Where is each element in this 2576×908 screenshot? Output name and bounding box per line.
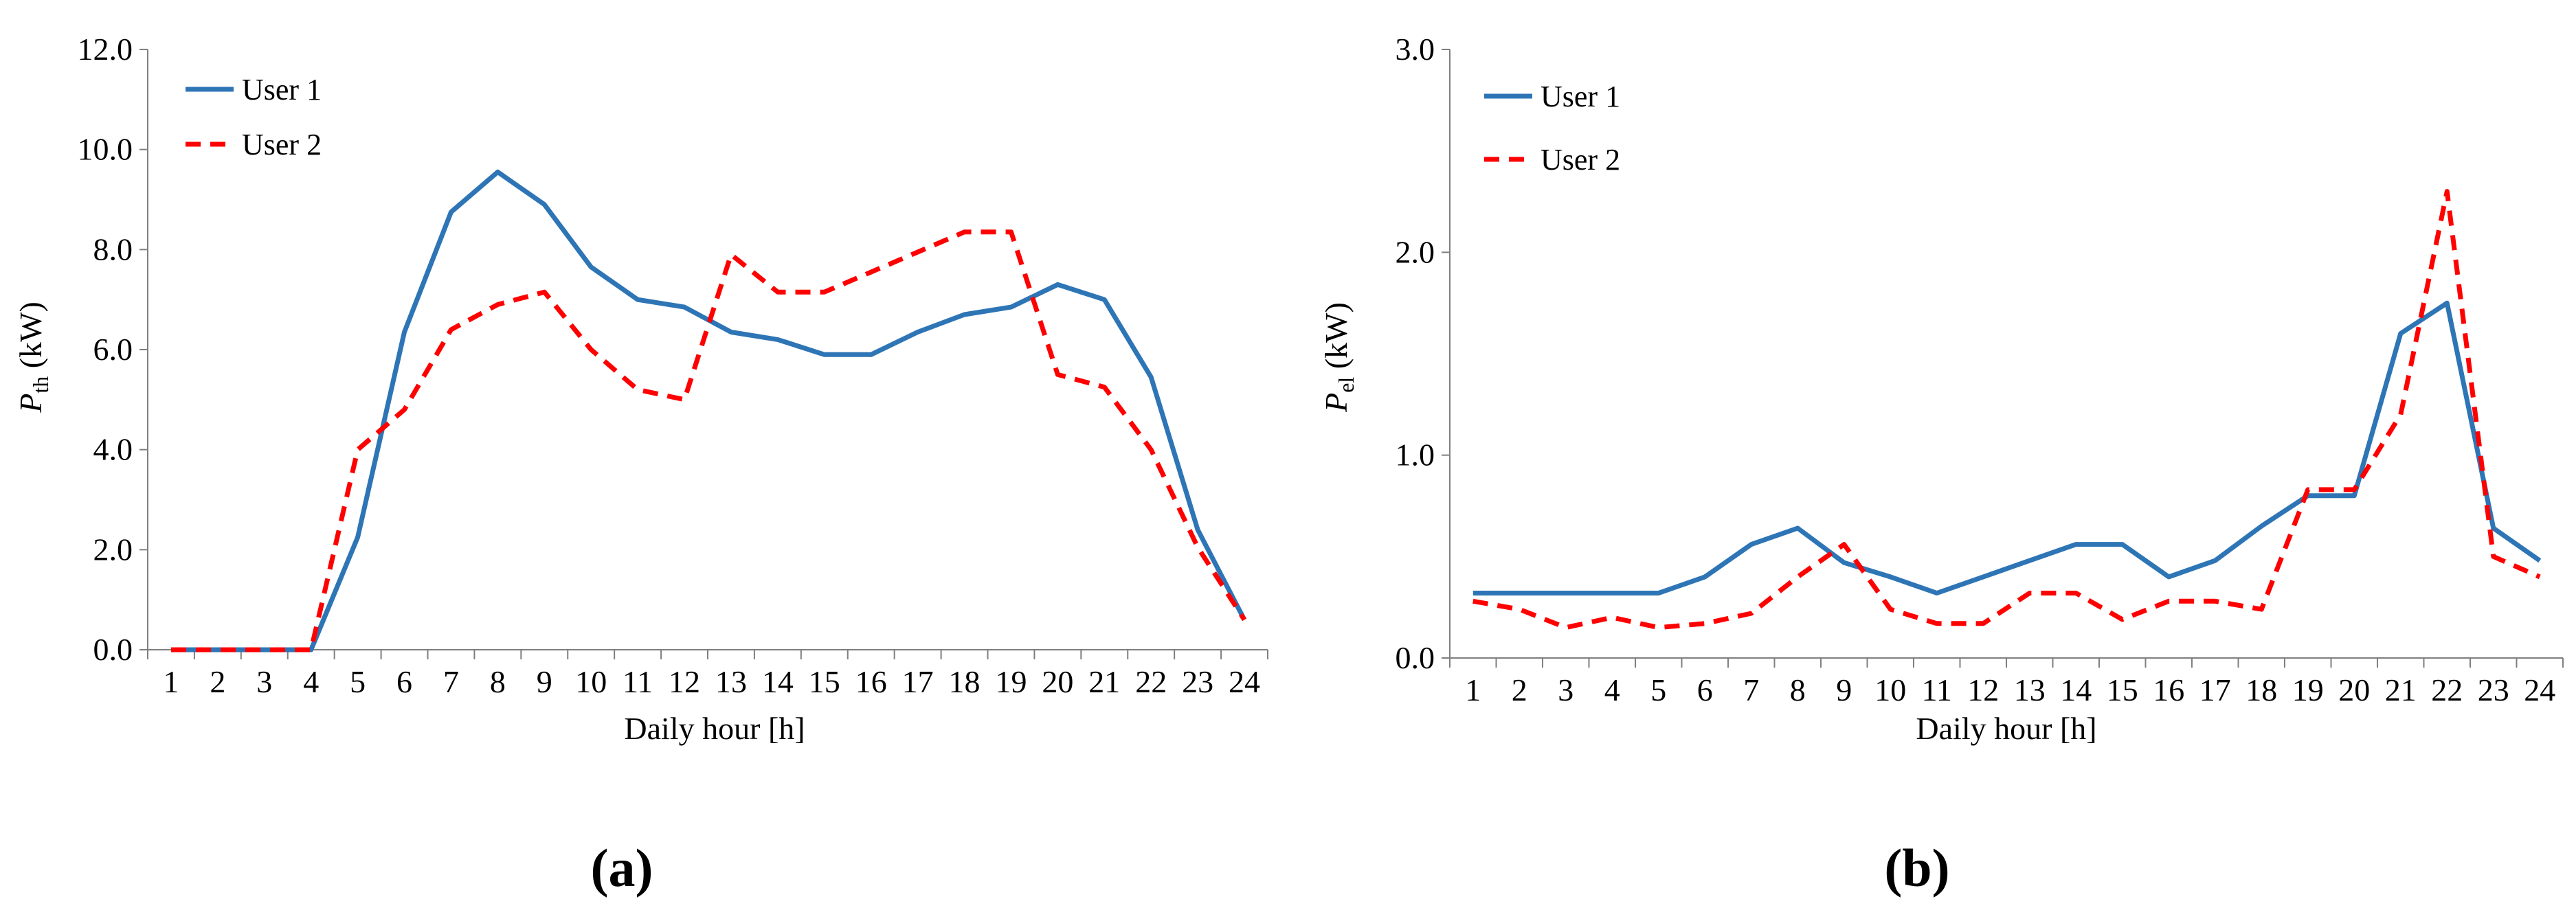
panel-label-b: (b) xyxy=(1884,838,1949,898)
chart-a-ylabel-unit: (kW) xyxy=(13,302,48,376)
panel-label-a: (a) xyxy=(591,838,653,898)
chart-b-x-tick-label: 18 xyxy=(2245,672,2277,707)
chart-a-series-user2-line xyxy=(171,229,1246,652)
chart-b-x-tick-label: 9 xyxy=(1836,672,1852,707)
chart-a-y-tick-label: 0.0 xyxy=(93,632,133,667)
chart-a-x-tick-label: 9 xyxy=(537,664,552,699)
chart-b-plot: 0.01.02.03.01 2 3 4 5 6 7 8 9 10 11 12 13 14 15 16 17 18 1… xyxy=(1396,32,2564,707)
chart-b-legend-label-user1: User 1 xyxy=(1541,80,1620,113)
chart-b-x-tick-label: 2 xyxy=(1512,672,1527,707)
chart-b-x-tick-label: 16 xyxy=(2153,672,2184,707)
chart-b-x-tick-label: 8 xyxy=(1790,672,1806,707)
chart-a-y-tick-label: 8.0 xyxy=(93,231,133,266)
chart-a-x-tick-label: 22 xyxy=(1135,664,1167,699)
chart-a-legend-label-user1: User 1 xyxy=(242,73,322,106)
chart-b-x-tick-label: 15 xyxy=(2107,672,2138,707)
chart-a-x-tick-label: 21 xyxy=(1088,664,1120,699)
chart-a-x-tick-label: 11 xyxy=(623,664,653,699)
chart-b-x-tick-label: 4 xyxy=(1604,672,1620,707)
chart-a-x-tick-label: 1 xyxy=(163,664,179,699)
chart-a-ylabel: Pth (kW) xyxy=(13,302,53,413)
chart-a-x-tick-label: 8 xyxy=(490,664,506,699)
chart-b-y-tick-label: 0.0 xyxy=(1396,640,1435,675)
chart-a-x-tick-label: 2 xyxy=(210,664,225,699)
chart-b-x-tick-label: 23 xyxy=(2478,672,2509,707)
chart-b-x-tick-label: 13 xyxy=(2014,672,2046,707)
chart-b-series-user1-line xyxy=(1472,300,2542,595)
chart-a-y-tick-label: 2.0 xyxy=(93,532,133,567)
chart-b-legend-label-user2: User 2 xyxy=(1541,143,1620,177)
chart-a-ylabel-sub: th xyxy=(28,376,53,394)
chart-b-x-tick-label: 17 xyxy=(2199,672,2231,707)
chart-a-x-tick-label: 4 xyxy=(303,664,319,699)
chart-a-x-tick-label: 18 xyxy=(949,664,981,699)
chart-b-x-tick-label: 7 xyxy=(1743,672,1759,707)
chart-a-x-tick-label: 23 xyxy=(1182,664,1213,699)
chart-b-ylabel-main: P xyxy=(1319,393,1354,413)
chart-a-x-tick-label: 10 xyxy=(575,664,607,699)
chart-b: Pel (kW) Daily hour [h] (b) xyxy=(1319,302,2097,898)
chart-a: Pth (kW) Daily hour [h] (a) xyxy=(13,302,805,898)
chart-b-xlabel: Daily hour [h] xyxy=(1916,711,2096,746)
chart-a-ylabel-main: P xyxy=(13,394,48,413)
chart-a-x-tick-label: 7 xyxy=(443,664,459,699)
chart-b-x-tick-label: 19 xyxy=(2292,672,2324,707)
chart-b-x-tick-label: 11 xyxy=(1922,672,1952,707)
chart-a-y-tick-label: 6.0 xyxy=(93,332,133,367)
chart-a-x-tick-label: 6 xyxy=(396,664,412,699)
chart-b-x-tick-label: 1 xyxy=(1465,672,1481,707)
chart-a-x-tick-label: 3 xyxy=(256,664,272,699)
chart-b-x-tick-label: 6 xyxy=(1697,672,1713,707)
chart-b-x-tick-label: 5 xyxy=(1650,672,1666,707)
chart-a-x-tick-label: 12 xyxy=(669,664,700,699)
chart-b-ylabel-sub: el xyxy=(1334,377,1358,393)
chart-b-y-tick-label: 3.0 xyxy=(1396,32,1435,67)
chart-a-plot: 0.02.04.06.08.010.012.01 2 3 4 5 6 7 8 9 10 11 12 13… xyxy=(78,32,1268,699)
chart-a-x-tick-label: 15 xyxy=(809,664,840,699)
chart-a-x-tick-label: 13 xyxy=(715,664,747,699)
chart-a-x-tick-label: 16 xyxy=(855,664,887,699)
chart-a-legend-label-user2: User 2 xyxy=(242,128,322,161)
chart-b-x-tick-label: 10 xyxy=(1874,672,1906,707)
chart-b-x-tick-label: 24 xyxy=(2524,672,2555,707)
chart-b-x-tick-label: 3 xyxy=(1558,672,1573,707)
chart-a-xlabel: Daily hour [h] xyxy=(624,711,805,746)
chart-a-series-user1-line xyxy=(171,169,1247,652)
chart-b-ylabel-unit: (kW) xyxy=(1319,302,1354,377)
chart-b-x-tick-label: 22 xyxy=(2431,672,2463,707)
chart-b-y-tick-label: 1.0 xyxy=(1396,438,1435,473)
chart-a-legend: User 1 User 2 xyxy=(186,73,322,161)
chart-a-y-tick-label: 10.0 xyxy=(78,132,133,167)
chart-b-x-tick-label: 14 xyxy=(2060,672,2092,707)
chart-a-x-tick-label: 14 xyxy=(762,664,794,699)
chart-a-x-tick-label: 5 xyxy=(350,664,366,699)
chart-b-x-tick-label: 12 xyxy=(1967,672,1999,707)
chart-b-ylabel: Pel (kW) xyxy=(1319,302,1358,413)
chart-a-y-tick-label: 12.0 xyxy=(78,32,133,67)
chart-b-series-user2-line xyxy=(1472,189,2541,631)
chart-b-x-tick-label: 21 xyxy=(2385,672,2417,707)
chart-a-x-tick-label: 17 xyxy=(902,664,934,699)
chart-b-legend: User 1 User 2 xyxy=(1484,80,1620,177)
chart-a-x-tick-label: 20 xyxy=(1042,664,1073,699)
chart-a-y-tick-label: 4.0 xyxy=(93,432,133,467)
chart-b-x-tick-label: 20 xyxy=(2338,672,2370,707)
chart-b-y-tick-label: 2.0 xyxy=(1396,234,1435,269)
chart-a-x-tick-label: 19 xyxy=(995,664,1027,699)
chart-a-x-tick-label: 24 xyxy=(1229,664,1260,699)
